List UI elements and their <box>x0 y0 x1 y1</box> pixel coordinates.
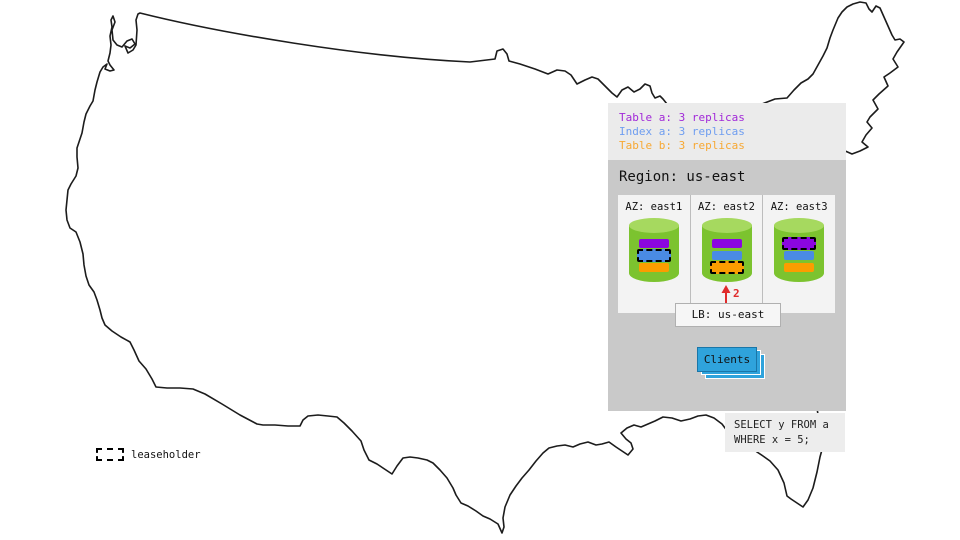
legend-row: Index a: 3 replicas <box>619 125 745 138</box>
database-cylinder <box>774 218 825 286</box>
replica-bar-table-a <box>711 239 742 248</box>
az-label: AZ: east3 <box>770 201 828 213</box>
sql-line-1: SELECT y FROM a <box>734 419 829 431</box>
az-column: AZ: east3 <box>762 195 835 313</box>
arrow-count-label: 2 <box>733 287 740 300</box>
cylinder-top <box>628 218 679 233</box>
database-cylinder <box>628 218 679 286</box>
az-column: AZ: east2 <box>689 195 763 313</box>
leaseholder-swatch-icon <box>96 448 124 461</box>
load-balancer-box: LB: us-east <box>675 303 781 327</box>
replica-bar-table-b <box>638 263 669 272</box>
replica-bar-index-a <box>711 251 742 260</box>
az-label: AZ: east2 <box>698 201 755 213</box>
region-title: Region: us-east <box>619 169 746 185</box>
region-panel: Region: us-east AZ: east1 AZ: east2 AZ: ea… <box>608 160 846 411</box>
replica-bar-index-a <box>784 251 815 260</box>
database-cylinder <box>701 218 752 286</box>
leaseholder-label: leaseholder <box>131 448 201 461</box>
replica-legend-panel: Table a: 3 replicas Index a: 3 replicas Ta… <box>608 103 846 160</box>
replica-bar-table-a-leaseholder <box>782 237 817 250</box>
request-arrow-icon <box>721 285 731 303</box>
az-label: AZ: east1 <box>625 201 683 213</box>
replica-bar-table-b-leaseholder <box>709 261 744 274</box>
az-column: AZ: east1 <box>618 195 690 313</box>
clients-stack: Clients <box>697 347 767 381</box>
clients-box: Clients <box>697 347 757 372</box>
leaseholder-key: leaseholder <box>96 448 201 461</box>
replica-bar-table-a <box>638 239 669 248</box>
cylinder-top <box>774 218 825 233</box>
sql-line-2: WHERE x = 5; <box>734 434 810 446</box>
cylinder-top <box>701 218 752 233</box>
legend-row: Table b: 3 replicas <box>619 139 745 152</box>
replica-bar-index-a-leaseholder <box>636 249 671 262</box>
sql-query-box: SELECT y FROM a WHERE x = 5; <box>725 413 845 452</box>
az-container: AZ: east1 AZ: east2 AZ: east3 <box>618 195 835 313</box>
legend-row: Table a: 3 replicas <box>619 111 745 124</box>
replica-bar-table-b <box>784 263 815 272</box>
us-map-path <box>65 1 905 534</box>
